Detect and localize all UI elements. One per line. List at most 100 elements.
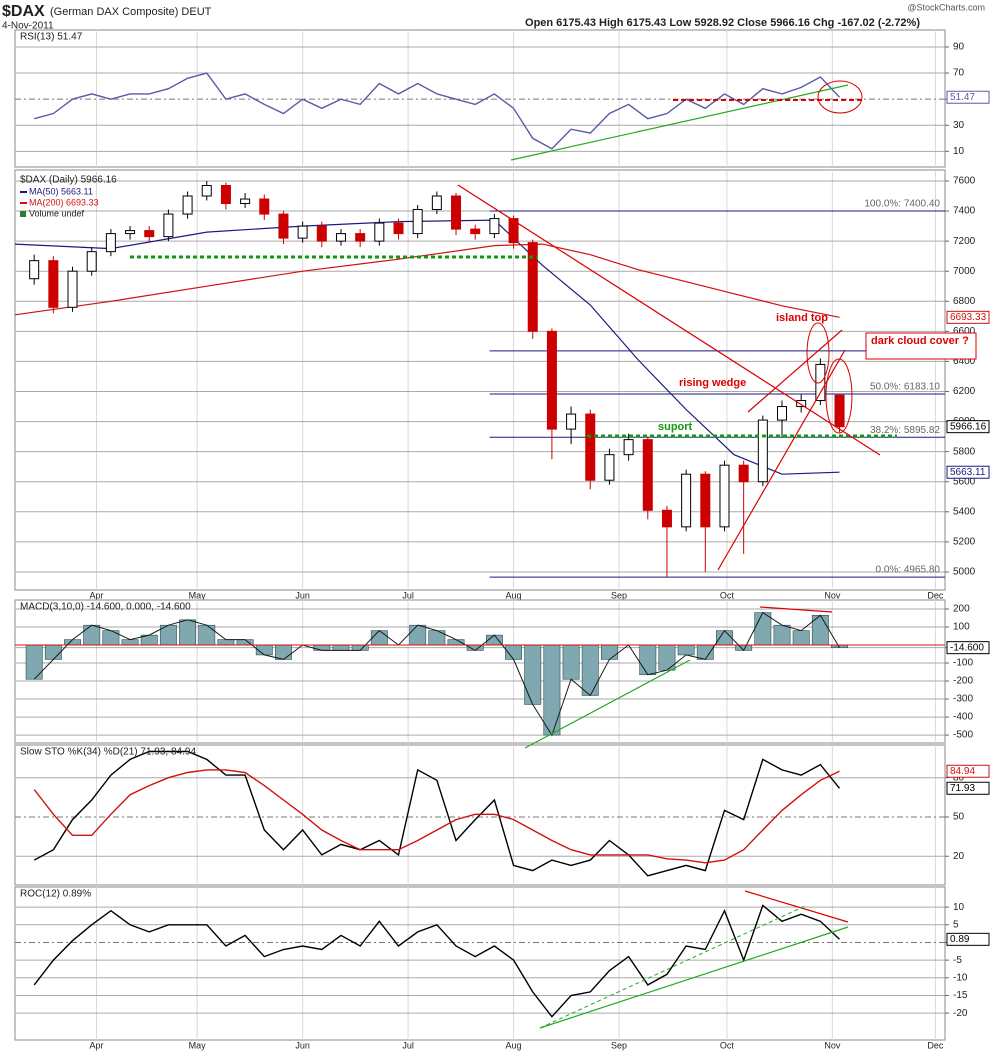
y-tick-label: 20 <box>953 851 965 862</box>
histogram-bar <box>64 639 81 646</box>
x-tick-label: May <box>189 1040 207 1050</box>
trend-line <box>759 606 833 613</box>
annotations: island top dark cloud cover ? rising wed… <box>130 80 977 1029</box>
histogram-bar <box>773 624 791 646</box>
candle-body <box>374 222 385 242</box>
candle-body <box>144 230 155 238</box>
data-line <box>33 750 841 877</box>
candle-body <box>585 413 596 481</box>
candle-body <box>240 198 251 205</box>
highlight-ellipse <box>817 80 863 114</box>
panel <box>14 29 946 168</box>
legend-label: MA(50) 5663.11 <box>29 186 93 196</box>
y-tick-label: -500 <box>953 730 973 741</box>
value-badge-label: 5663.11 <box>950 467 986 478</box>
y-tick-label: -10 <box>953 972 968 983</box>
x-tick-label: Nov <box>824 1040 841 1050</box>
value-badge-label: -14.600 <box>950 642 984 653</box>
candle-body <box>259 198 270 215</box>
x-tick-label: Apr <box>89 590 103 600</box>
candle-body <box>681 473 692 528</box>
panel-legend: MACD(3,10,0) -14.600, 0.000, -14.600 <box>20 602 191 613</box>
legend-label: Volume undef <box>29 208 85 218</box>
candle-body <box>105 233 116 253</box>
retracement-label: 0.0%: 4965.80 <box>876 565 941 576</box>
annotation-box <box>865 332 977 360</box>
annotation: dark cloud cover ? <box>871 335 969 347</box>
y-tick-label: 7000 <box>953 266 976 277</box>
value-badge <box>946 465 990 479</box>
value-badge <box>946 764 990 778</box>
histogram-bar <box>179 619 197 646</box>
candle-body <box>623 439 634 456</box>
value-badge <box>946 90 990 104</box>
data-line <box>14 243 840 318</box>
histogram-bar <box>275 644 292 660</box>
histogram-bar <box>313 644 331 651</box>
histogram-bar <box>658 644 676 671</box>
candle-body <box>796 400 807 408</box>
y-tick-label: 7400 <box>953 206 976 217</box>
y-tick-label: -200 <box>953 676 973 687</box>
x-tick-label: Dec <box>927 1040 944 1050</box>
candle-body <box>278 213 289 239</box>
candle-body <box>393 222 404 235</box>
candle-body <box>604 454 615 481</box>
value-badge <box>946 310 990 324</box>
retracement-label: 100.0%: 7400.40 <box>864 199 940 210</box>
y-tick-label: 90 <box>953 42 965 53</box>
candle-body <box>470 228 481 235</box>
y-tick-label: 200 <box>953 604 970 615</box>
legend-label: MA(200) 6693.33 <box>29 197 99 207</box>
panel-legend: Slow STO %K(34) %D(21) 71.93, 84.94 <box>20 747 196 758</box>
value-badge <box>946 420 990 434</box>
trend-line <box>539 926 849 1029</box>
candle-body <box>451 195 462 230</box>
histogram-bar <box>600 644 618 660</box>
candle-body <box>335 233 346 242</box>
value-badge <box>946 781 990 795</box>
y-tick-label: 50 <box>953 812 965 823</box>
histogram-bar <box>370 630 388 646</box>
y-tick-label: 6600 <box>953 326 976 337</box>
y-tick-label: -20 <box>953 1008 968 1019</box>
value-badge-label: 51.47 <box>950 92 975 103</box>
x-tick-label: Dec <box>927 590 944 600</box>
retracement-label: 50.0%: 6183.10 <box>870 382 940 393</box>
source: @StockCharts.com <box>907 2 985 12</box>
candle-body <box>757 419 768 483</box>
y-tick-label: 6400 <box>953 356 976 367</box>
candle-body <box>700 473 711 528</box>
candle-body <box>777 406 788 421</box>
y-tick-label: 70 <box>953 68 965 79</box>
plot-area: 10 30 50 70 90 51.47 RSI(13) 51.47 Apr May Jun Jul… <box>14 29 990 1050</box>
y-tick-label: 5800 <box>953 446 976 457</box>
y-tick-label: -300 <box>953 694 973 705</box>
annotation: island top <box>776 312 828 324</box>
histogram-bar <box>792 630 810 646</box>
y-tick-label: 5600 <box>953 476 976 487</box>
y-tick-label: 80 <box>953 772 965 783</box>
histogram-bar <box>581 644 599 696</box>
annotation: suport <box>658 421 693 433</box>
panel <box>14 169 946 591</box>
candle-body <box>546 330 557 430</box>
x-tick-label: Jul <box>402 590 414 600</box>
wedge-line <box>747 329 843 413</box>
candle-body <box>29 260 40 280</box>
y-tick-label: 5200 <box>953 537 976 548</box>
highlight-ellipse <box>806 322 830 384</box>
x-tick-label: Sep <box>611 590 627 600</box>
y-tick-label: -100 <box>953 658 973 669</box>
panel <box>14 886 946 1041</box>
symbol: $DAX <box>2 3 45 20</box>
data-line <box>33 904 840 1018</box>
data-line <box>33 611 840 737</box>
histogram-bar <box>543 644 561 736</box>
histogram-bar <box>677 644 695 656</box>
price-legend: $DAX (Daily) 5966.16 <box>20 175 117 186</box>
legend-swatch <box>20 211 26 217</box>
y-tick-label: 6800 <box>953 296 976 307</box>
y-tick-label: 30 <box>953 120 965 131</box>
histogram-bar <box>198 624 216 646</box>
